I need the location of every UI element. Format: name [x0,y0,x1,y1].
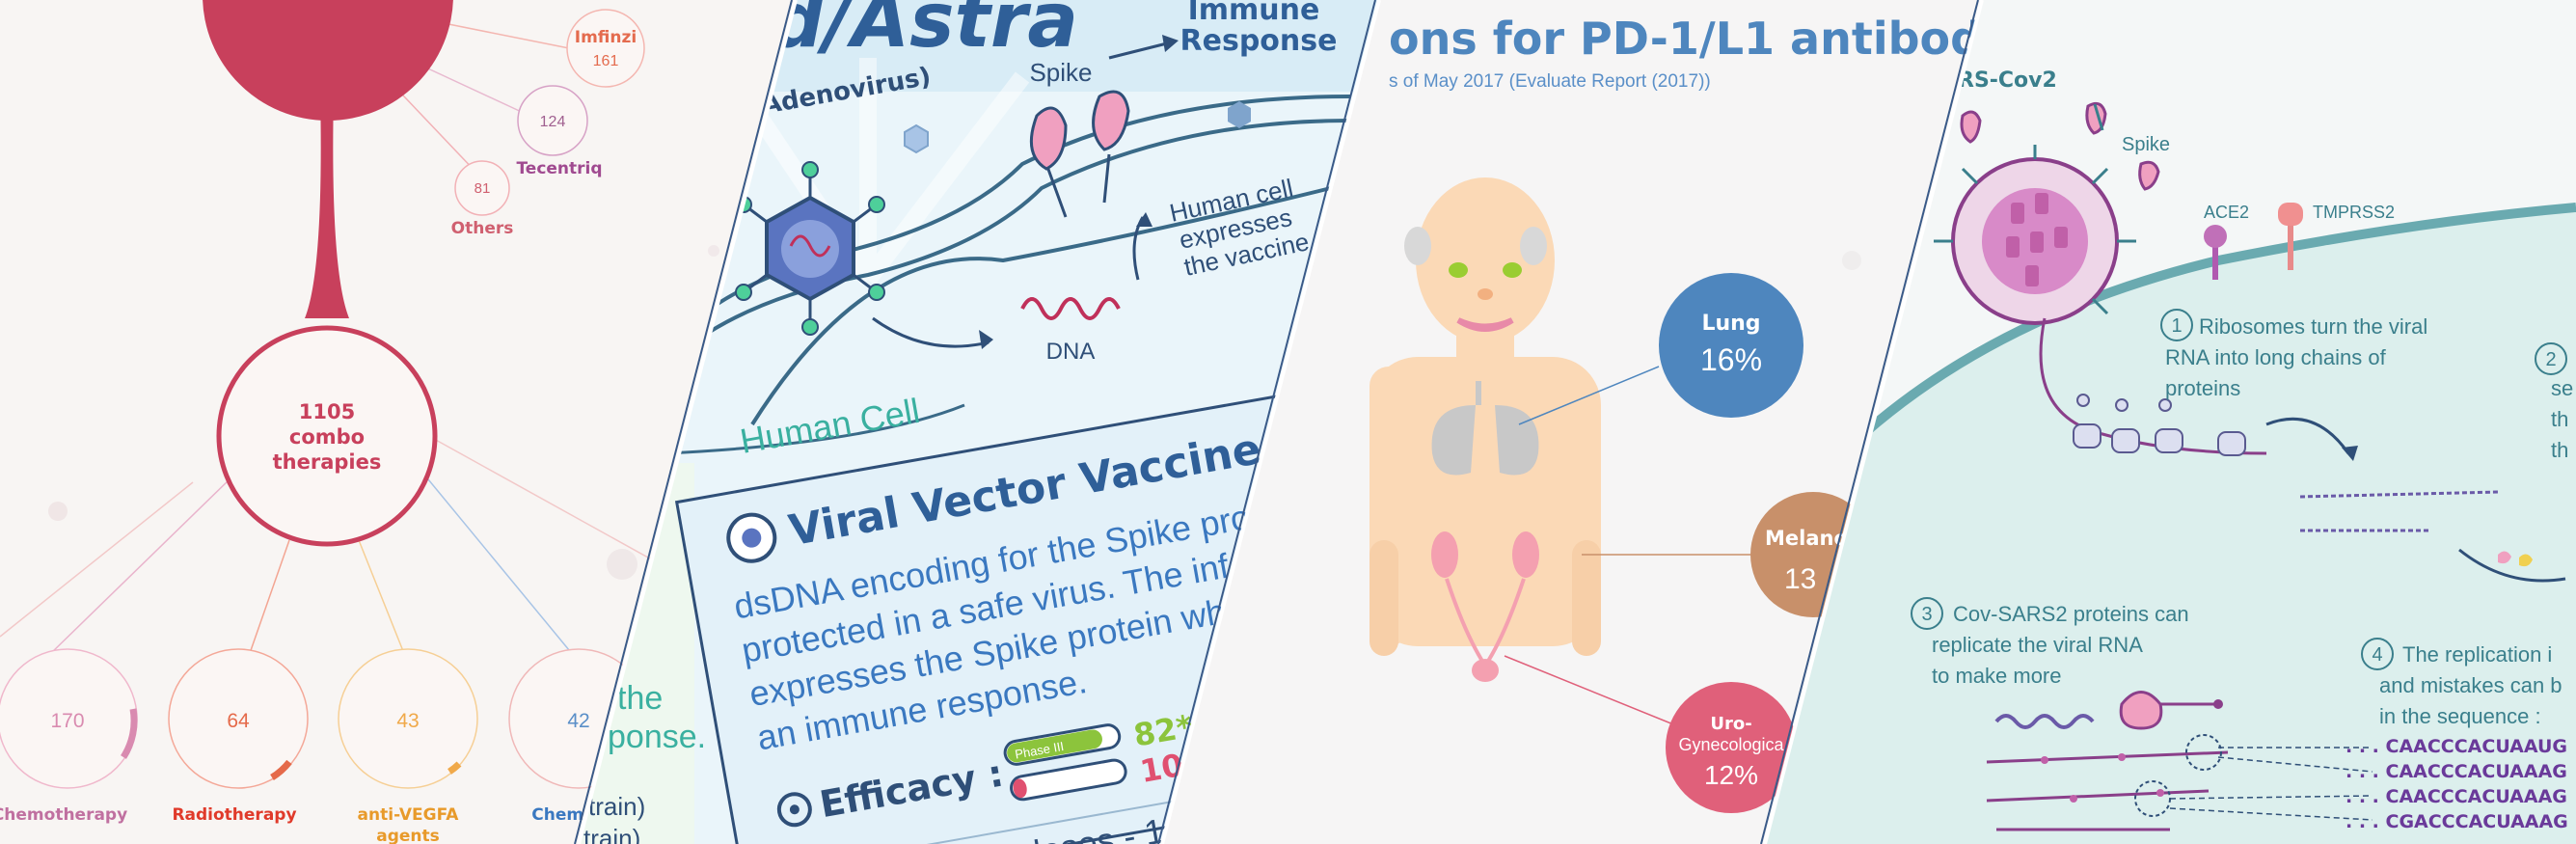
panel-separators [577,0,1984,844]
efficacy-bar-2 [1010,758,1127,802]
body-figure-icon [1369,177,1601,656]
imfinzi-value: 161 [593,53,619,69]
immune-line1: Immune [1188,0,1320,27]
lung-label: Lung [1701,312,1760,336]
chemorad-value: 42 [567,710,589,732]
hex-icon [1228,101,1251,128]
step4-num: 4 [2372,644,2382,666]
radiotherapy-label: Radiotherapy [172,805,296,825]
lungs-icon [1431,381,1539,476]
root-line1: 1105 [299,400,355,423]
step2-line1: se [2551,376,2573,400]
imfinzi-label: Imfinzi [575,28,637,47]
left-fragment-2: ponse. [608,719,706,755]
dna-coil [1020,297,1121,320]
uro-value: 12% [1704,760,1758,790]
replicase-icon [2119,691,2163,730]
hex-icon [904,123,929,154]
step1-badge [2160,309,2193,341]
root-line3: therapies [273,450,382,474]
tecentriq-value: 124 [540,114,566,130]
tecentriq-node [517,85,588,156]
panel-viral-vector-vaccine: rd/Astra Immune Response (Adenovirus) [579,0,1379,844]
chemotherapy-label: Chemotherapy [0,805,127,825]
target-icon [776,792,812,828]
ace2-label: ACE2 [2204,203,2249,222]
sequence-1: . . . CAACCCACUAAUG [2346,736,2567,757]
lung-callout [1659,273,1803,418]
tree-top-node [203,0,453,121]
step2-line2: th [2551,407,2568,431]
coronavirus-icon [1934,101,2160,325]
radiotherapy-arc [270,759,292,780]
panel-sars-cov2: RS-Cov2 Spike ACE2 [1765,0,2576,844]
tree-stem [305,92,349,318]
virus-label: RS-Cov2 [1958,68,2057,93]
radiotherapy-value: 64 [227,710,250,732]
ribosomes-icon [2073,394,2246,456]
uro-callout [1666,682,1797,813]
tmprss2-receptor-icon [2278,203,2303,270]
step4-badge [2361,638,2394,670]
imfinzi-node [566,9,645,88]
pd1-subtitle: s of May 2017 (Evaluate Report (2017)) [1389,71,1711,92]
adenovirus-icon [735,161,885,336]
left-fragment-4: train) [583,824,640,844]
panel-edges [574,0,1979,844]
lung-value: 16% [1700,342,1762,377]
others-node [454,160,510,216]
step1-line1: Ribosomes turn the viral [2199,314,2427,339]
root-node [216,325,438,547]
ace2-receptor-icon [2204,225,2227,280]
spike-label-4: Spike [2122,134,2170,155]
vegfa-node [338,648,478,789]
root-line2: combo [289,425,365,449]
chemotherapy-arc [120,708,138,759]
step3-line2: replicate the viral RNA [1932,633,2143,657]
step4-line1: The replication i [2402,642,2552,667]
spike-label: Spike [1029,58,1092,87]
step2-badge [2535,342,2567,375]
vegfa-value: 43 [396,710,419,732]
tecentriq-label: Tecentriq [516,159,602,178]
protein-chain-icon [2299,490,2499,532]
step4-line3: in the sequence : [2379,704,2541,728]
step3-line1: Cov-SARS2 proteins can [1953,602,2189,626]
dna-label: DNA [1046,339,1096,365]
sequence-4: . . . CGACCCACUAAAG [2346,811,2568,832]
vegfa-label-1: anti-VEGFA [358,805,460,825]
left-fragment-1: the [617,680,663,717]
kidneys-icon [1431,531,1539,682]
panel-combo-therapies: Imfinzi 161 124 Tecentriq 81 Others 1105… [0,0,796,844]
radiotherapy-node [168,648,309,789]
step3-line3: to make more [1932,664,2062,688]
others-value: 81 [475,180,491,197]
pd1-title: ons for PD-1/L1 antibodies [1389,13,2053,65]
step4-line2: and mistakes can b [2379,673,2562,697]
step3-num: 3 [1921,604,1932,625]
uro-label-2: Gynecologica [1678,735,1784,754]
sequence-2: . . . CAACCCACUAAAG [2346,761,2567,782]
others-label: Others [451,219,514,238]
step1-line2: RNA into long chains of [2165,345,2387,369]
left-fragment-3: train) [588,792,645,821]
immune-line2: Response [1180,24,1338,58]
uro-label-1: Uro- [1710,714,1751,734]
rna-helix-icon [1994,714,2095,729]
tmprss2-label: TMPRSS2 [2313,203,2395,222]
step3-badge [1911,597,1943,630]
chemotherapy-value: 170 [50,710,84,732]
sequence-3: . . . CAACCCACUAAAG [2346,786,2567,807]
melano-value: 13 [1784,563,1816,595]
melano-label: Melano [1765,527,1848,550]
step1-num: 1 [2171,315,2182,337]
step2-num: 2 [2545,349,2556,370]
spike-protein-icon [1029,90,1130,218]
cell-interior [1765,207,2576,844]
vegfa-arc [447,761,462,775]
step1-line3: proteins [2165,376,2240,400]
vegfa-label-2: agents [376,827,440,844]
step2-line3: th [2551,438,2568,462]
